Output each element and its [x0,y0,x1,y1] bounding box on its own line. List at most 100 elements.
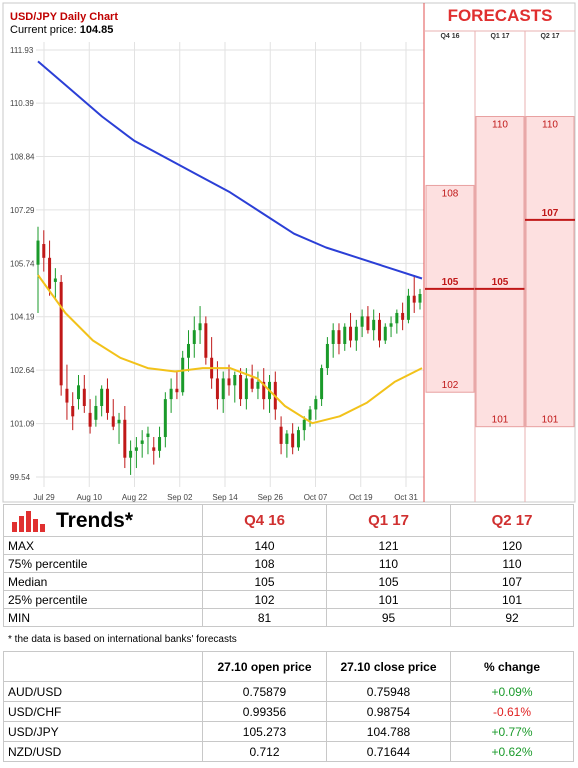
header-open-price: 27.10 open price [202,651,327,682]
candle-up [53,278,57,282]
cell: 105 [326,572,451,591]
current-price-label: Current price: [10,24,77,36]
candle-up [372,319,376,331]
forecasts-title: FORECASTS [447,6,553,25]
cell: 95 [326,608,451,627]
y-tick-label: 99.54 [10,473,31,482]
candle-down [82,388,86,407]
candle-up [221,378,225,400]
candle-up [77,385,81,400]
price-row: USD/CHF 0.99356 0.98754 -0.61% [3,701,574,722]
close: 104.788 [326,721,451,742]
forecast-note: * the data is based on international ban… [8,634,237,645]
forecast-median-label: 107 [542,208,559,219]
x-tick-label: Oct 19 [349,493,373,502]
candle-down [337,330,341,344]
trends-header-row: Trends* Q4 16 Q1 17 Q2 17 [3,504,574,537]
candle-up [181,357,185,393]
open: 105.273 [202,721,327,742]
candle-down [204,323,208,358]
row-label: 75% percentile [3,554,203,573]
open: 0.99356 [202,701,327,722]
y-tick-label: 107.29 [10,206,35,215]
trends-row: MIN 81 95 92 [3,608,574,627]
cell: 140 [202,536,327,555]
cell: 101 [326,590,451,609]
price-row: AUD/USD 0.75879 0.75948 +0.09% [3,681,574,702]
trends-row: Median 105 105 107 [3,572,574,591]
pair: USD/JPY [3,721,203,742]
current-price-line: Current price: 104.85 [10,24,113,36]
candle-up [169,388,173,400]
candle-up [117,419,121,424]
candle-up [320,368,324,400]
open: 0.75879 [202,681,327,702]
close: 0.98754 [326,701,451,722]
candle-down [239,374,243,400]
close: 0.75948 [326,681,451,702]
x-tick-label: Oct 07 [304,493,328,502]
candle-up [296,430,300,448]
candle-up [140,440,144,444]
trends-row: 75% percentile 108 110 110 [3,554,574,573]
forecast-range-band [525,116,575,428]
pair: NZD/USD [3,741,203,762]
forecast-col-label: Q4 16 [440,33,459,40]
candle-up [302,419,306,431]
forecast-p75-label: 110 [542,120,558,131]
candle-up [158,437,162,451]
candle-up [244,378,248,400]
candle-down [401,312,405,320]
candle-up [343,326,347,344]
trends-col-q1-17: Q1 17 [326,504,451,537]
candle-down [262,381,266,400]
y-tick-label: 110.39 [10,99,34,108]
row-label: MIN [3,608,203,627]
cell: 107 [450,572,574,591]
usdjpy-chart: 111.93 110.39 108.84 107.29 105.74 104.19 102.… [2,2,576,503]
candle-up [308,409,312,420]
trends-col-q2-17: Q2 17 [450,504,574,537]
trends-col-q4-16: Q4 16 [202,504,327,537]
candle-down [152,447,156,451]
x-tick-label: Sep 14 [212,493,238,502]
row-label: 25% percentile [3,590,203,609]
forecast-range-band [475,116,525,428]
y-tick-label: 108.84 [10,152,35,161]
pair: AUD/USD [3,681,203,702]
y-tick-label: 111.93 [10,46,34,55]
trends-header-cell: Trends* [3,504,203,537]
row-label: Median [3,572,203,591]
candle-up [163,399,167,438]
candle-up [325,343,329,369]
candle-up [94,406,98,420]
cell: 81 [202,608,327,627]
trends-row: 25% percentile 102 101 101 [3,590,574,609]
forecast-col-label: Q2 17 [540,33,559,40]
change: -0.61% [450,701,574,722]
candle-down [175,388,179,393]
candle-down [71,406,75,417]
candle-down [227,378,231,386]
candle-up [395,312,399,324]
row-label: MAX [3,536,203,555]
candle-down [59,281,63,386]
cell: 110 [326,554,451,573]
header-close-price: 27.10 close price [326,651,451,682]
candle-up [418,294,422,303]
forecast-p25-label: 101 [542,415,559,426]
x-tick-label: Aug 22 [122,493,148,502]
blank-header [3,651,203,682]
x-tick-label: Jul 29 [33,493,55,502]
forecast-p75-label: 108 [442,188,459,199]
candle-up [383,326,387,341]
cell: 105 [202,572,327,591]
candle-up [186,343,190,358]
candle-up [36,240,40,265]
sma-long-line [37,60,423,280]
change: +0.77% [450,721,574,742]
price-row: USD/JPY 105.273 104.788 +0.77% [3,721,574,742]
candle-down [250,378,254,389]
y-tick-label: 104.19 [10,313,35,322]
forecast-median-label: 105 [492,277,509,288]
